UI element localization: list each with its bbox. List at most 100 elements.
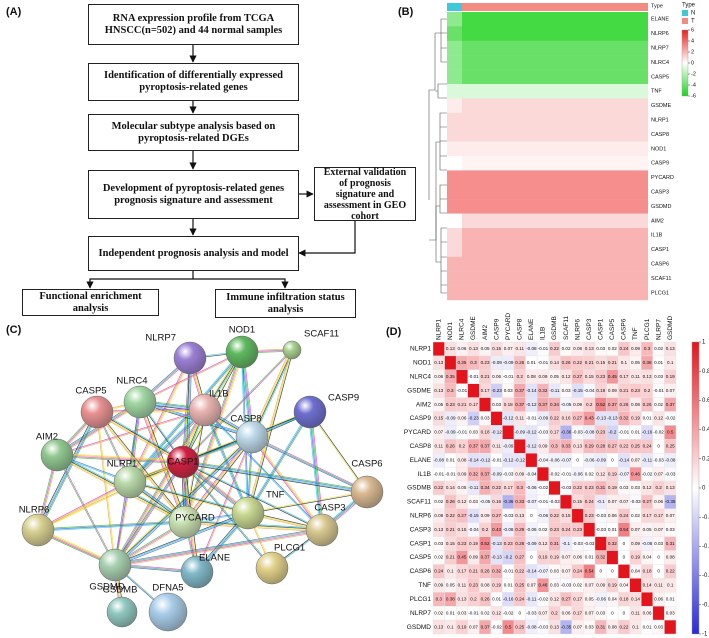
edge [114,409,205,565]
panel-label: (D) [386,326,402,338]
row-label: AIM2 [416,401,432,408]
edge [37,480,130,530]
heat-cell [462,127,648,142]
corr-value: -0.01 [538,346,549,351]
edge [113,435,252,565]
corr-value: -0.02 [549,471,560,476]
edge [130,358,192,483]
panel-label: (B) [398,6,414,18]
node-label: NLRP6 [19,505,50,516]
corr-value: 0.03 [434,541,443,546]
edge [311,411,324,530]
heat-cell [462,84,648,99]
corr-value: 0.19 [666,374,675,379]
edge [310,411,323,530]
edge [56,455,183,463]
corr-value: 0.32 [492,569,501,574]
edge [95,413,183,464]
corr-value: 0.3 [436,596,443,601]
colorbar-tick-label: -0.2 [702,515,709,521]
corr-value: 0.23 [481,360,490,365]
node-label: CASP6 [351,459,382,470]
corr-cell [664,619,677,635]
corr-value: 0.03 [492,402,501,407]
edge [115,531,323,567]
corr-value: -0.06 [526,527,537,532]
corr-value: 0.15 [573,499,582,504]
corr-value: 0.07 [504,346,513,351]
edge [139,351,242,402]
edge [182,462,322,531]
corr-value: 0 [530,555,533,560]
colorbar-tick-label: 1 [702,340,706,346]
corr-value: -0.13 [491,541,502,546]
corr-value: 0.37 [481,624,490,629]
heat-cell [447,242,462,257]
corr-value: 0.03 [631,485,640,490]
corr-value: -0.13 [607,416,618,421]
network-node [282,340,302,360]
corr-value: 0.32 [469,471,478,476]
corr-value: 0.21 [457,402,466,407]
heat-cell [447,98,462,113]
corr-value: 0.03 [666,527,675,532]
corr-value: 0.03 [596,610,605,615]
corr-cell [548,480,561,496]
row-label: TNF [651,89,662,95]
row-label: CASP1 [651,247,669,253]
column-label: ELANE [528,318,535,340]
corr-value: 0.06 [643,610,652,615]
edge [97,410,185,461]
column-label: TNF [632,327,639,340]
network-node [305,513,339,547]
colorbar-tick-label: -1 [702,632,708,638]
corr-value: 0.26 [515,360,524,365]
corr-value: 0.2 [551,610,558,615]
heat-cell [462,156,648,171]
row-label: NLRP7 [410,610,431,617]
node-label: CASP9 [328,393,359,404]
colorbar-tick-label: 0.6 [702,398,709,404]
edge [252,435,368,492]
heat-cell [462,69,648,85]
corr-value: 0.24 [515,596,524,601]
corr-value: -0.09 [503,444,514,449]
corr-value: -0.03 [630,499,641,504]
corr-value: 0.01 [446,457,455,462]
legend-swatch [682,10,688,16]
column-label: CASP5 [609,318,616,340]
corr-value: 0 [657,555,660,560]
corr-value: 0.27 [573,416,582,421]
node-label: PLCG1 [274,543,305,554]
corr-value: -0.1 [597,499,605,504]
flow-step: Molecular subtype analysis based on pyro… [88,114,299,151]
corr-value: 0.02 [654,346,663,351]
corr-value: 0.09 [434,583,443,588]
node-label: PYCARD [175,513,215,524]
corr-value: -0.01 [503,569,514,574]
network-node [293,395,327,429]
corr-value: -0.09 [538,416,549,421]
corr-value: 0.2 [459,444,466,449]
edge [182,463,367,494]
arrow [298,221,356,257]
corr-value: 0.08 [631,402,640,407]
corr-value: -0.01 [538,499,549,504]
corr-value: 0.27 [608,444,617,449]
corr-value: -0.05 [480,499,491,504]
edge [57,454,116,565]
heat-cell [462,141,648,157]
corr-value: 0.08 [573,346,582,351]
heat-cell [462,213,648,229]
colorbar [691,341,700,635]
corr-value: 0.19 [608,583,617,588]
corr-value: 0.02 [481,610,490,615]
edge [38,522,186,532]
corr-cell [560,494,573,510]
corr-value: 0.19 [457,624,466,629]
row-label: NLRC4 [410,373,432,380]
corr-value: 0.23 [457,541,466,546]
corr-value: 0.03 [469,499,478,504]
heat-cell [462,285,648,301]
